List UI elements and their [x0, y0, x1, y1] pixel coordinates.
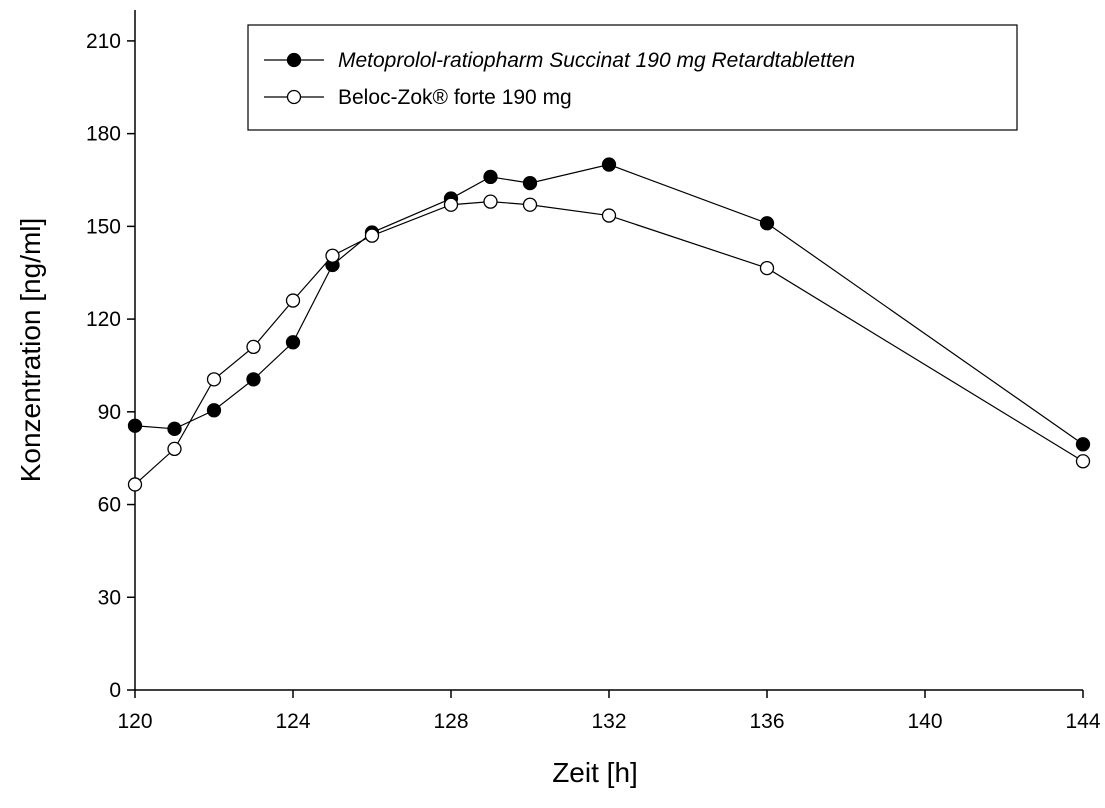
data-point-series-1 — [759, 216, 775, 231]
axes: 0 30 60 90 120 150 180 210 120 124 128 132 136 140 144 — [86, 10, 1101, 733]
data-point-series-2 — [483, 194, 498, 209]
data-point-series-2 — [285, 293, 301, 308]
data-point-series-1 — [167, 421, 182, 436]
y-tick-label: 150 — [86, 215, 121, 238]
x-tick-label: 136 — [749, 710, 784, 733]
y-tick-label: 210 — [86, 30, 121, 53]
data-point-series-2 — [206, 372, 222, 387]
x-tick-label: 120 — [117, 710, 152, 733]
data-point-series-2 — [522, 197, 538, 212]
x-tick-label: 124 — [275, 710, 310, 733]
series-line-2 — [134, 201, 1084, 485]
x-axis-title: Zeit [h] — [552, 757, 638, 788]
data-point-series-1 — [285, 335, 301, 350]
data-point-series-1 — [1075, 437, 1091, 452]
series-layer — [127, 157, 1091, 492]
data-point-series-2 — [443, 197, 459, 212]
data-point-series-1 — [601, 157, 617, 172]
data-point-series-2 — [601, 208, 617, 223]
legend-marker — [286, 52, 302, 68]
y-tick-label: 90 — [98, 401, 121, 424]
data-point-series-1 — [206, 403, 222, 418]
data-point-series-1 — [522, 175, 538, 191]
y-tick-label: 120 — [86, 308, 121, 331]
legend-marker — [286, 89, 302, 105]
y-axis-title: Konzentration [ng/ml] — [15, 218, 46, 483]
data-point-series-2 — [759, 260, 775, 276]
data-point-series-2 — [1075, 454, 1091, 469]
data-point-series-2 — [127, 477, 143, 492]
x-tick-label: 128 — [433, 710, 468, 733]
legend-box — [247, 24, 1018, 131]
legend: Metoprolol-ratiopharm Succinat 190 mg Re… — [247, 24, 1018, 131]
x-tick-label: 140 — [907, 710, 942, 733]
data-point-series-1 — [127, 418, 143, 433]
y-tick-label: 60 — [98, 494, 121, 517]
data-point-series-1 — [246, 372, 261, 387]
y-tick-label: 180 — [86, 123, 121, 146]
series-line-1 — [134, 163, 1084, 445]
data-point-series-2 — [325, 248, 340, 263]
y-tick-label: 0 — [109, 679, 121, 702]
y-tick-label: 30 — [98, 586, 121, 609]
data-point-series-2 — [246, 339, 261, 355]
legend-label: Beloc-Zok® forte 190 mg — [338, 86, 572, 109]
legend-label: Metoprolol-ratiopharm Succinat 190 mg Re… — [338, 49, 855, 72]
x-tick-label: 144 — [1065, 710, 1100, 733]
data-point-series-2 — [167, 441, 182, 457]
data-point-series-1 — [483, 169, 498, 185]
data-point-series-2 — [364, 228, 380, 243]
x-tick-label: 132 — [591, 710, 626, 733]
